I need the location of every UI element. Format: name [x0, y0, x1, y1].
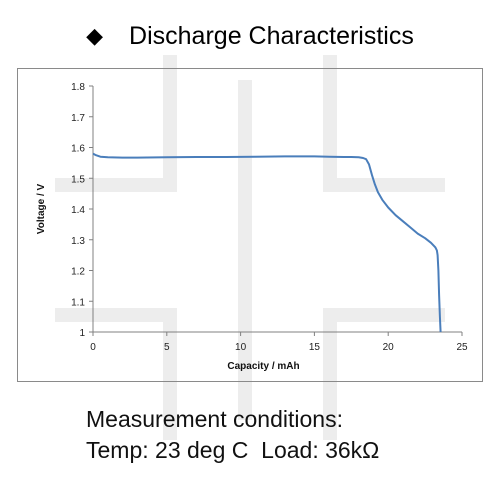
y-tick-label: 1.7 [71, 113, 85, 124]
y-tick-label: 1.3 [71, 236, 85, 247]
y-axis-label: Voltage / V [36, 183, 47, 234]
caption-line-temp-load: Temp: 23 deg C Load: 36kΩ [86, 437, 380, 463]
diamond-bullet-icon: ◆ [86, 23, 104, 48]
y-tick-label: 1.4 [71, 205, 85, 216]
title-row: ◆ Discharge Characteristics [0, 18, 500, 54]
x-tick-label: 25 [456, 342, 468, 353]
chart-frame [17, 68, 483, 382]
y-tick-label: 1.6 [71, 144, 85, 155]
y-tick-label: 1.2 [71, 267, 85, 278]
measurement-caption: Measurement conditions: Temp: 23 deg C L… [86, 404, 379, 466]
x-tick-label: 20 [383, 342, 395, 353]
discharge-curve-line [92, 152, 442, 333]
x-tick-label: 10 [235, 342, 247, 353]
x-tick-label: 0 [90, 342, 96, 353]
page-title: Discharge Characteristics [129, 21, 414, 50]
x-tick-label: 15 [309, 342, 321, 353]
y-tick-label: 1.5 [71, 174, 85, 185]
y-tick-label: 1.8 [71, 82, 85, 93]
y-tick-label: 1.1 [71, 297, 85, 308]
x-axis-label: Capacity / mAh [227, 361, 299, 372]
caption-line-conditions: Measurement conditions: [86, 406, 343, 432]
y-tick-label: 1 [79, 328, 85, 339]
x-tick-label: 5 [164, 342, 170, 353]
